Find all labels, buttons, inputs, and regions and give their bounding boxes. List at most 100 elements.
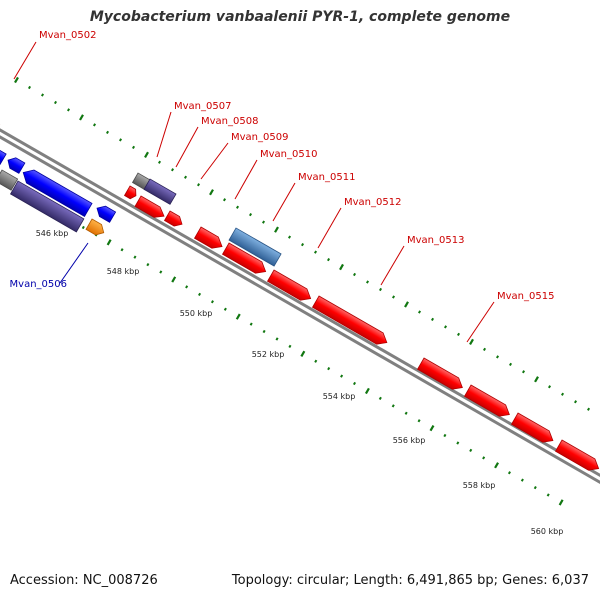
inner-tick-mark — [251, 323, 252, 325]
backbone-line — [0, 131, 600, 488]
inner-tick-mark — [186, 286, 187, 288]
outer-tick-mark — [458, 333, 459, 335]
outer-tick-mark — [380, 288, 381, 290]
outer-tick-mark — [562, 393, 563, 395]
gene-label[interactable]: Mvan_0512 — [344, 197, 401, 208]
label-leader-line — [318, 208, 341, 248]
outer-tick-mark — [445, 326, 446, 328]
outer-tick-mark — [185, 176, 186, 178]
genome-title: Mycobacterium vanbaalenii PYR-1, complet… — [0, 9, 600, 25]
outer-tick-mark — [55, 101, 56, 103]
gene-label[interactable]: Mvan_0513 — [407, 235, 464, 246]
outer-tick-mark — [237, 206, 238, 208]
forward-gene-arrow[interactable] — [195, 227, 226, 252]
gene-label[interactable]: Mvan_0506 — [10, 279, 67, 290]
outer-tick-mark — [367, 281, 368, 283]
outer-tick-mark — [340, 264, 343, 269]
outer-tick-mark — [588, 408, 589, 410]
genome-map-svg: 546 kbp548 kbp550 kbp552 kbp554 kbp556 k… — [0, 0, 600, 600]
outer-tick-mark — [172, 169, 173, 171]
gene-label[interactable]: Mvan_0508 — [201, 116, 258, 127]
gene-label[interactable]: Mvan_0510 — [260, 149, 317, 160]
inner-tick-mark — [418, 420, 419, 422]
gene-label[interactable]: Mvan_0502 — [39, 30, 96, 41]
outer-tick-mark — [328, 258, 329, 260]
outer-tick-mark — [315, 251, 316, 253]
outer-tick-mark — [393, 296, 394, 298]
inner-tick-mark — [160, 271, 161, 273]
inner-tick-mark — [483, 457, 484, 459]
outer-tick-mark — [107, 131, 108, 133]
label-leader-line — [467, 302, 494, 342]
coordinate-label: 558 kbp — [463, 481, 496, 490]
outer-tick-mark — [210, 190, 213, 195]
outer-tick-mark — [484, 348, 485, 350]
outer-tick-mark — [263, 221, 264, 223]
outer-tick-mark — [575, 401, 576, 403]
gene-label[interactable]: Mvan_0515 — [497, 291, 554, 302]
inner-tick-mark — [444, 434, 445, 436]
coordinate-label: 546 kbp — [36, 229, 69, 238]
gene-label[interactable]: Mvan_0511 — [298, 172, 355, 183]
gene-label[interactable]: Mvan_0507 — [174, 101, 231, 112]
outer-tick-mark — [405, 302, 408, 307]
inner-tick-mark — [470, 449, 471, 451]
reverse-gene-arrow[interactable] — [5, 155, 25, 173]
inner-tick-mark — [121, 249, 122, 251]
outer-tick-mark — [94, 124, 95, 126]
outer-tick-mark — [42, 94, 43, 96]
genome-map: 546 kbp 548 kbp 550 kbp 552 kbp 554 kbp 556 k… — [0, 0, 600, 600]
coordinate-label: 554 kbp — [323, 392, 356, 401]
outer-tick-mark — [120, 139, 121, 141]
inner-tick-mark — [366, 388, 369, 393]
inner-tick-mark — [301, 351, 304, 356]
accession-text: Accession: NC_008726 — [10, 573, 158, 588]
outer-tick-mark — [510, 363, 511, 365]
outer-tick-mark — [497, 356, 498, 358]
inner-tick-mark — [430, 426, 433, 431]
forward-gene-arrow[interactable] — [86, 219, 107, 238]
inner-tick-mark — [457, 442, 458, 444]
outer-tick-mark — [432, 318, 433, 320]
outer-tick-mark — [198, 184, 199, 186]
label-leader-line — [381, 246, 404, 285]
coordinate-label: 560 kbp — [531, 527, 564, 536]
label-leader-line — [235, 160, 257, 199]
coordinate-label: 552 kbp — [252, 350, 285, 359]
outer-tick-mark — [80, 115, 83, 120]
outer-tick-mark — [523, 371, 524, 373]
outer-tick-mark — [535, 377, 538, 382]
outer-tick-mark — [470, 339, 473, 344]
outer-tick-mark — [354, 273, 355, 275]
inner-tick-mark — [212, 301, 213, 303]
outer-tick-mark — [289, 236, 290, 238]
inner-tick-mark — [289, 345, 290, 347]
gene-label[interactable]: Mvan_0509 — [231, 132, 288, 143]
inner-tick-mark — [509, 472, 510, 474]
coordinate-label: 556 kbp — [393, 436, 426, 445]
label-leader-line — [201, 143, 228, 179]
inner-tick-mark — [495, 463, 498, 468]
inner-tick-mark — [328, 368, 329, 370]
outer-tick-mark — [15, 77, 18, 82]
inner-tick-mark — [560, 500, 563, 505]
outer-tick-mark — [419, 311, 420, 313]
outer-tick-mark — [159, 161, 160, 163]
inner-tick-mark — [225, 308, 226, 310]
inner-tick-mark — [147, 263, 148, 265]
outer-tick-mark — [250, 214, 251, 216]
inner-tick-mark — [548, 494, 549, 496]
inner-tick-mark — [522, 479, 523, 481]
outer-tick-mark — [224, 199, 225, 201]
forward-gene-arrow[interactable] — [0, 114, 2, 130]
inner-tick-mark — [172, 277, 175, 282]
inner-tick-mark — [108, 240, 111, 245]
topology-stats-text: Topology: circular; Length: 6,491,865 bp… — [232, 573, 589, 588]
inner-tick-mark — [406, 412, 407, 414]
label-leader-line — [273, 183, 295, 221]
reverse-gene-arrow[interactable] — [94, 203, 116, 222]
forward-gene-arrow[interactable] — [125, 186, 139, 201]
reverse-gene-arrow[interactable] — [0, 147, 6, 164]
inner-tick-mark — [276, 338, 277, 340]
outer-tick-mark — [29, 86, 30, 88]
